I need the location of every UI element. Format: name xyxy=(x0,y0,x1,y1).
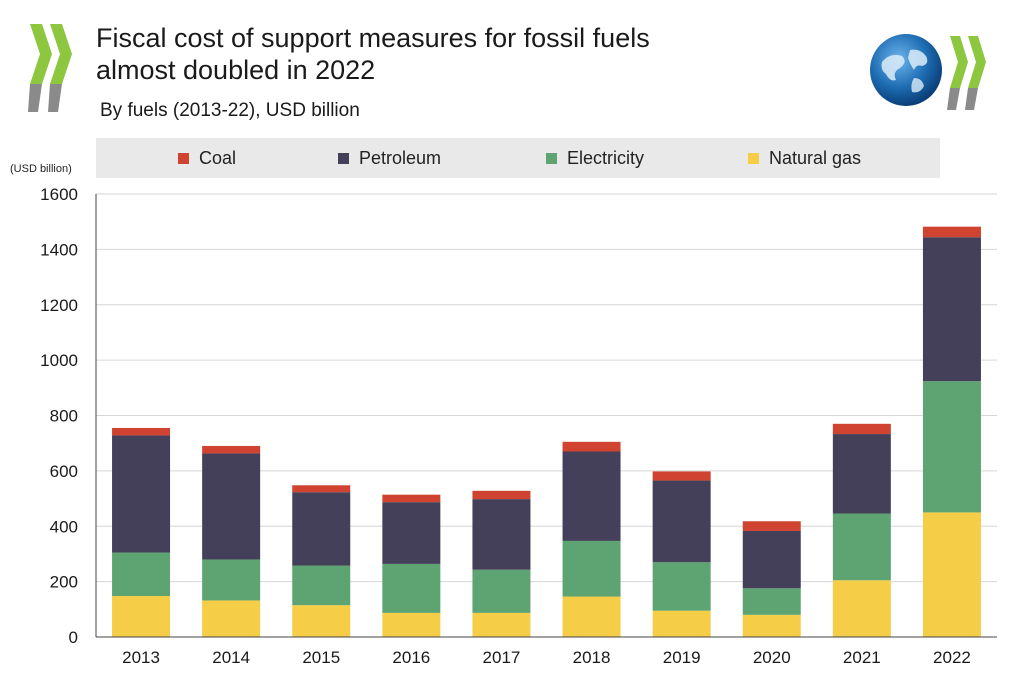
legend-swatch-electricity xyxy=(546,153,557,164)
x-tick-label: 2019 xyxy=(663,648,701,667)
bar-segment-natural-gas xyxy=(382,612,441,637)
x-tick-label: 2013 xyxy=(122,648,160,667)
bar-segment-coal xyxy=(202,445,261,454)
legend-label-petroleum: Petroleum xyxy=(359,148,442,168)
y-tick-label: 1400 xyxy=(40,240,78,259)
legend-item-natural-gas: Natural gas xyxy=(748,148,861,169)
bar-segment-electricity xyxy=(472,569,531,613)
x-tick-label: 2015 xyxy=(302,648,340,667)
bar-segment-natural-gas xyxy=(742,614,801,637)
bar-segment-coal xyxy=(922,226,981,238)
globe-icon xyxy=(870,34,986,110)
legend-swatch-coal xyxy=(178,153,189,164)
bar-segment-petroleum xyxy=(742,530,801,589)
bar-segment-coal xyxy=(112,427,171,436)
y-tick-label: 1200 xyxy=(40,296,78,315)
bars xyxy=(112,226,981,637)
y-tick-label: 0 xyxy=(69,628,78,647)
legend-label-coal: Coal xyxy=(199,148,237,168)
bar-segment-natural-gas xyxy=(652,610,711,637)
legend-swatch-natural-gas xyxy=(748,153,759,164)
x-tick-label: 2018 xyxy=(573,648,611,667)
y-tick-label: 800 xyxy=(50,407,78,426)
oecd-chevron-icon xyxy=(28,24,72,112)
bar-segment-petroleum xyxy=(652,480,711,563)
x-tick-label: 2022 xyxy=(933,648,971,667)
bar-segment-petroleum xyxy=(382,502,441,564)
y-tick-label: 600 xyxy=(50,462,78,481)
y-tick-label: 400 xyxy=(50,517,78,536)
legend-label-natural-gas: Natural gas xyxy=(769,148,862,168)
bar-segment-petroleum xyxy=(562,451,621,541)
chart-legend: Coal Petroleum Electricity Natural gas xyxy=(96,138,940,178)
legend-item-petroleum: Petroleum xyxy=(338,148,441,169)
bar-segment-coal xyxy=(292,485,351,493)
oecd-logo-right xyxy=(868,32,998,112)
bar-segment-electricity xyxy=(922,381,981,513)
y-tick-label: 1000 xyxy=(40,351,78,370)
axes: 0 200 400 600 800 1000 1200 1400 1600 2013 2014 201… xyxy=(40,185,997,667)
bar-segment-natural-gas xyxy=(202,600,261,637)
bar-segment-electricity xyxy=(202,559,261,601)
bar-segment-natural-gas xyxy=(562,596,621,637)
bar-segment-natural-gas xyxy=(922,512,981,637)
bar-segment-natural-gas xyxy=(472,612,531,637)
legend-item-electricity: Electricity xyxy=(546,148,644,169)
bar-segment-coal xyxy=(832,423,891,435)
y-tick-label: 200 xyxy=(50,573,78,592)
bar-segment-coal xyxy=(742,521,801,531)
bar-segment-electricity xyxy=(652,562,711,611)
bar-segment-electricity xyxy=(562,540,621,597)
bar-segment-coal xyxy=(382,494,441,503)
x-tick-label: 2017 xyxy=(483,648,521,667)
x-tick-label: 2016 xyxy=(392,648,430,667)
chart-subtitle: By fuels (2013-22), USD billion xyxy=(100,100,360,121)
x-tick-label: 2021 xyxy=(843,648,881,667)
bar-segment-coal xyxy=(562,441,621,452)
bar-segment-electricity xyxy=(112,552,171,597)
bar-segment-natural-gas xyxy=(832,580,891,637)
x-tick-label: 2020 xyxy=(753,648,791,667)
y-tick-label: 1600 xyxy=(40,185,78,204)
bar-segment-electricity xyxy=(832,513,891,581)
bar-segment-coal xyxy=(652,471,711,481)
bar-segment-petroleum xyxy=(292,492,351,566)
bar-segment-petroleum xyxy=(832,434,891,514)
bar-segment-petroleum xyxy=(472,499,531,570)
legend-item-coal: Coal xyxy=(178,148,236,169)
chart-title-line1: Fiscal cost of support measures for foss… xyxy=(96,23,650,53)
legend-swatch-petroleum xyxy=(338,153,349,164)
bar-segment-electricity xyxy=(382,563,441,613)
x-tick-label: 2014 xyxy=(212,648,250,667)
bar-segment-natural-gas xyxy=(292,605,351,637)
bar-segment-electricity xyxy=(292,565,351,606)
bar-segment-petroleum xyxy=(922,237,981,382)
y-axis-unit-label: (USD billion) xyxy=(10,163,72,175)
bar-segment-electricity xyxy=(742,588,801,615)
oecd-logo-left xyxy=(28,22,78,114)
bar-segment-natural-gas xyxy=(112,596,171,637)
chart-title-line2: almost doubled in 2022 xyxy=(96,55,376,85)
bar-segment-petroleum xyxy=(202,453,261,560)
bar-segment-coal xyxy=(472,490,531,500)
bar-segment-petroleum xyxy=(112,435,171,553)
legend-label-electricity: Electricity xyxy=(567,148,645,168)
chart-title: Fiscal cost of support measures for foss… xyxy=(96,22,816,86)
